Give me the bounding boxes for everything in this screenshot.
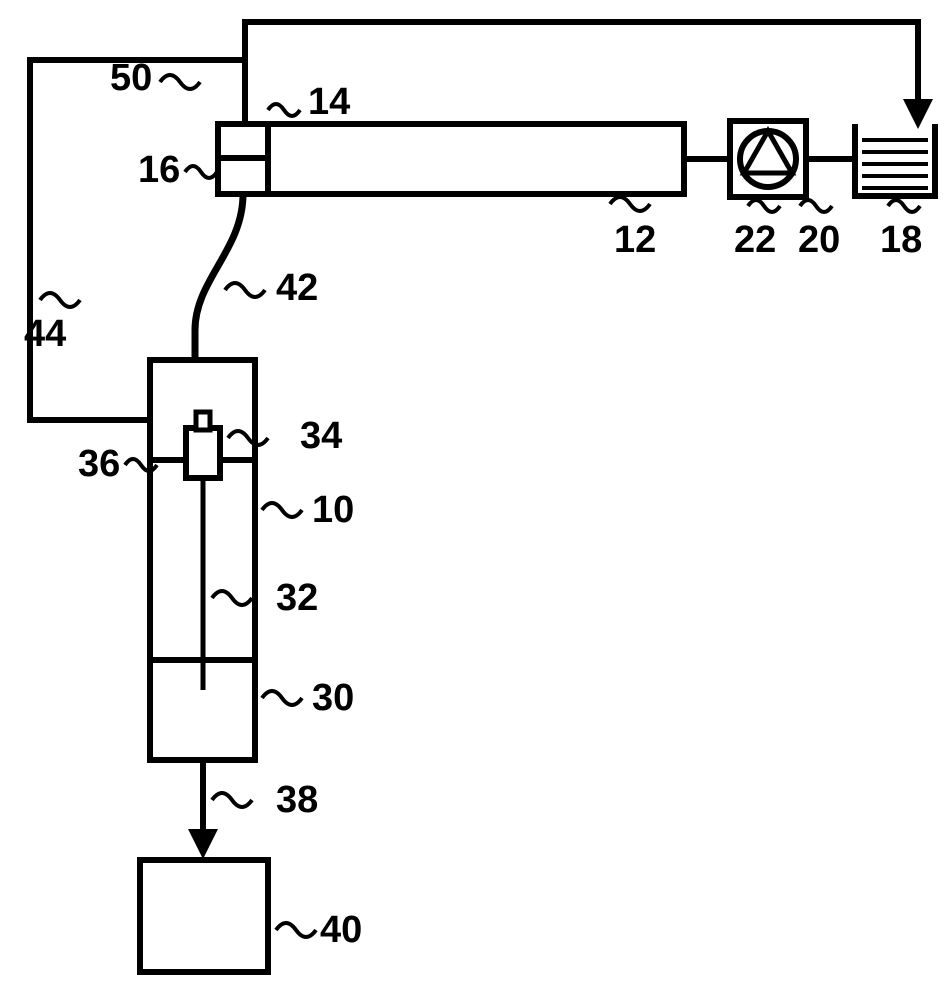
label-20: 20 <box>798 219 840 261</box>
label-36: 36 <box>78 443 120 485</box>
line-44 <box>30 60 245 420</box>
label-32: 32 <box>276 577 318 619</box>
label-10: 10 <box>312 489 354 531</box>
label-50: 50 <box>110 57 152 99</box>
label-44: 44 <box>24 313 66 355</box>
label-22: 22 <box>734 219 776 261</box>
block-40 <box>140 860 268 972</box>
label-18: 18 <box>880 219 922 261</box>
label-14: 14 <box>308 81 350 123</box>
label-34: 34 <box>300 415 342 457</box>
valve-34-36 <box>150 412 255 690</box>
pump-22 <box>740 131 796 187</box>
label-16: 16 <box>138 149 180 191</box>
label-12: 12 <box>614 219 656 261</box>
line-42 <box>195 194 243 360</box>
tank-18 <box>855 124 935 196</box>
label-38: 38 <box>276 779 318 821</box>
label-40: 40 <box>320 909 362 951</box>
block-14-16 <box>218 124 268 194</box>
leaders <box>40 75 920 937</box>
label-42: 42 <box>276 267 318 309</box>
label-30: 30 <box>312 677 354 719</box>
block-12 <box>218 124 684 194</box>
